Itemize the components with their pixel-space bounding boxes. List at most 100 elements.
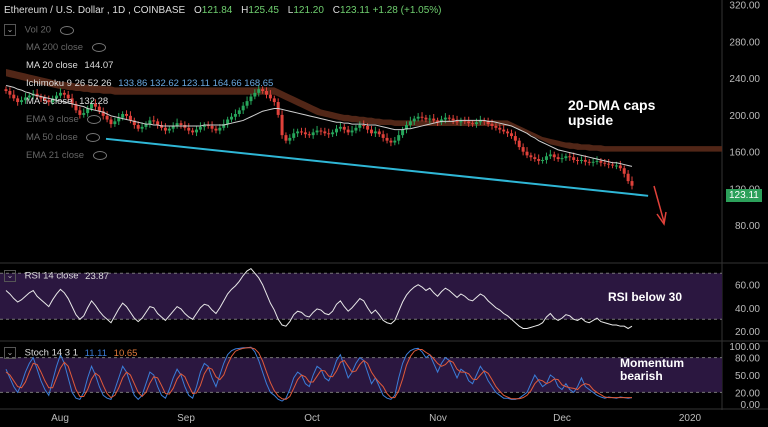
indicator-row-ichimoku[interactable]: Ichimoku 9 26 52 26 133.86 132.62 123.11… bbox=[26, 78, 273, 89]
candle-body bbox=[548, 154, 552, 157]
annotation-stoch: Momentum bearish bbox=[620, 356, 684, 383]
candle-body bbox=[401, 129, 405, 136]
candle-body bbox=[404, 125, 408, 130]
candle-body bbox=[618, 165, 622, 169]
indicator-row-ma200[interactable]: MA 200 close bbox=[26, 42, 106, 53]
chart-header: Ethereum / U.S. Dollar , 1D , COINBASE O… bbox=[4, 5, 442, 16]
candle-body bbox=[237, 110, 241, 114]
candle-body bbox=[43, 98, 47, 101]
candle-body bbox=[521, 147, 525, 152]
chevron-down-icon[interactable]: ⌄ bbox=[4, 270, 16, 282]
indicator-value: 133.86 132.62 123.11 164.66 168.65 bbox=[118, 78, 274, 89]
candle-body bbox=[447, 117, 451, 119]
rsi-band bbox=[0, 273, 722, 320]
interval[interactable]: 1D bbox=[112, 5, 126, 16]
price-tick-label: 80.00 bbox=[735, 221, 760, 232]
rsi-tick-label: 20.00 bbox=[735, 327, 760, 338]
symbol-name[interactable]: Ethereum / U.S. Dollar bbox=[4, 5, 105, 16]
price-tick-label: 280.00 bbox=[729, 37, 760, 48]
candle-body bbox=[226, 119, 230, 125]
chevron-down-icon[interactable]: ⌄ bbox=[4, 24, 16, 36]
candle-body bbox=[144, 124, 148, 127]
chevron-down-icon[interactable]: ⌄ bbox=[4, 347, 16, 359]
candle-body bbox=[202, 125, 206, 127]
candle-body bbox=[381, 134, 385, 138]
candle-body bbox=[494, 125, 498, 128]
candle-body bbox=[62, 92, 66, 95]
rsi-line bbox=[5, 267, 633, 330]
indicator-row-vol[interactable]: ⌄ Vol 20 bbox=[4, 24, 74, 36]
candle-body bbox=[366, 125, 370, 130]
indicator-row-ma20[interactable]: MA 20 close 144.07 bbox=[26, 60, 113, 71]
candle-body bbox=[603, 162, 607, 164]
eye-off-icon[interactable] bbox=[87, 114, 102, 124]
candle-body bbox=[622, 168, 626, 174]
candle-body bbox=[338, 126, 342, 129]
candle-body bbox=[280, 114, 284, 136]
candle-body bbox=[552, 154, 556, 158]
candle-body bbox=[12, 94, 16, 99]
time-tick-label: 2020 bbox=[679, 413, 702, 424]
candle-body bbox=[517, 140, 521, 148]
rsi-value: 23.87 bbox=[85, 270, 109, 282]
candle-body bbox=[303, 132, 307, 135]
indicator-row-ema9[interactable]: EMA 9 close bbox=[26, 114, 102, 125]
candle-body bbox=[86, 108, 90, 114]
candle-body bbox=[245, 101, 249, 106]
rsi-tick-label: 60.00 bbox=[735, 281, 760, 292]
stoch-k-value: 11.11 bbox=[84, 347, 108, 359]
eye-off-icon[interactable] bbox=[59, 25, 74, 35]
candle-body bbox=[272, 98, 276, 103]
annotation-main: 20-DMA caps upside bbox=[568, 97, 656, 128]
candle-body bbox=[486, 121, 490, 125]
candle-body bbox=[311, 132, 315, 136]
eye-off-icon[interactable] bbox=[86, 132, 101, 142]
candle-body bbox=[502, 129, 506, 132]
candle-body bbox=[607, 163, 611, 165]
indicator-label: MA 5 close bbox=[26, 96, 73, 107]
candle-body bbox=[230, 116, 234, 120]
candle-body bbox=[23, 97, 27, 101]
candle-body bbox=[51, 98, 55, 103]
candle-body bbox=[284, 135, 288, 141]
candle-body bbox=[346, 129, 350, 133]
candle-body bbox=[268, 94, 272, 99]
candle-body bbox=[296, 131, 300, 134]
candle-body bbox=[101, 111, 105, 116]
indicator-row-ma5[interactable]: MA 5 close 132.28 bbox=[26, 96, 108, 107]
indicator-label: EMA 9 close bbox=[26, 114, 79, 125]
price-tick-label: 200.00 bbox=[729, 111, 760, 122]
indicator-label: Vol 20 bbox=[24, 24, 52, 36]
last-price-tag: 123.11 bbox=[726, 189, 762, 202]
stoch-label: Stoch 14 3 1 bbox=[24, 347, 78, 359]
candle-body bbox=[471, 123, 475, 125]
candle-body bbox=[148, 120, 152, 125]
indicator-row-ema21[interactable]: EMA 21 close bbox=[26, 150, 107, 161]
eye-off-icon[interactable] bbox=[91, 42, 106, 52]
candle-body bbox=[307, 134, 311, 136]
candle-body bbox=[358, 125, 362, 128]
rsi-legend[interactable]: ⌄ RSI 14 close 23.87 bbox=[4, 270, 109, 282]
candle-body bbox=[591, 161, 595, 163]
candle-body bbox=[66, 94, 70, 99]
eye-off-icon[interactable] bbox=[92, 150, 107, 160]
indicator-row-ma50[interactable]: MA 50 close bbox=[26, 132, 101, 143]
candle-body bbox=[331, 132, 335, 135]
candle-body bbox=[167, 128, 171, 131]
candle-body bbox=[626, 173, 630, 182]
stoch-d-line bbox=[5, 347, 632, 400]
candle-body bbox=[117, 117, 121, 122]
candle-body bbox=[319, 130, 323, 132]
candle-body bbox=[579, 159, 583, 161]
time-tick-label: Dec bbox=[553, 413, 571, 424]
candle-body bbox=[428, 118, 432, 120]
price-tick-label: 160.00 bbox=[729, 148, 760, 159]
candle-body bbox=[564, 156, 568, 159]
candle-body bbox=[389, 140, 393, 143]
candle-body bbox=[136, 125, 140, 129]
stoch-tick-label: 50.00 bbox=[735, 371, 760, 382]
candle-body bbox=[74, 103, 78, 111]
stoch-legend[interactable]: ⌄ Stoch 14 3 1 11.11 10.65 bbox=[4, 347, 137, 359]
candle-body bbox=[436, 120, 440, 123]
